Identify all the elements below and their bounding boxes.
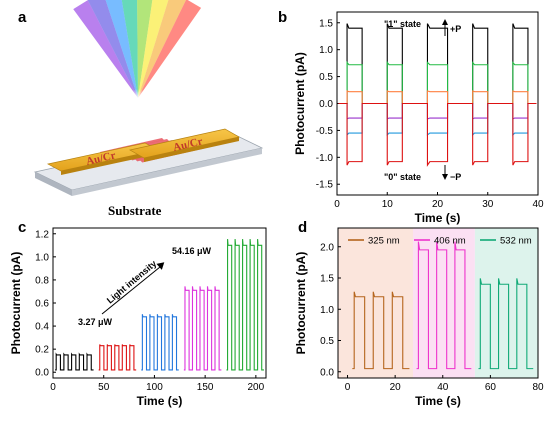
substrate-side-left	[35, 172, 72, 196]
panel-b-arrow-up-head	[442, 19, 448, 25]
panel-c-chart: c 0 50 100 150 200 0.0 0.2 0.4 0.6 0.8 1.0 1.2 Time …	[9, 219, 267, 408]
panel-b-xtick-label: 0	[334, 199, 340, 210]
panel-d-xtick-label: 60	[485, 382, 497, 393]
panel-c-ytick-label: 1.0	[35, 252, 49, 263]
panel-a-label: a	[18, 9, 27, 26]
light-spot	[124, 89, 152, 107]
panel-c-xtick-label: 0	[50, 382, 56, 393]
panel-b-series-line-2	[338, 90, 537, 105]
panel-d-label: d	[298, 219, 307, 236]
panel-b-ytick-label: 0.5	[319, 72, 333, 83]
panel-c-ytick-label: 0.0	[35, 368, 49, 379]
panel-c-ytick-label: 0.4	[35, 322, 49, 333]
panel-c-intensity-arrow-head	[156, 262, 165, 270]
panel-d-ytick-label: 1.5	[320, 274, 334, 285]
panel-c-ytick-label: 0.2	[35, 345, 49, 356]
panel-d-ytick-label: 2.0	[320, 242, 334, 253]
panel-b-ytick-label: 1.5	[319, 18, 333, 29]
light-beam-band	[87, 0, 138, 98]
panel-b-ytick-label: -1.0	[316, 153, 334, 164]
panel-c-xlabel: Time (s)	[137, 394, 183, 408]
panel-b-series-line-3	[338, 102, 537, 120]
panel-d-ytick-label: 0.0	[320, 367, 334, 378]
electrode-right-side	[144, 137, 239, 162]
light-beam-icon	[73, 0, 202, 107]
panel-d-ytick-label: 0.5	[320, 336, 334, 347]
panel-d-xtick-label: 40	[437, 382, 449, 393]
panel-b-arrow-down-head	[442, 174, 448, 180]
panel-b-series-line-0	[338, 23, 537, 105]
panel-c-ytick-label: 0.6	[35, 299, 49, 310]
panel-b-xtick-label: 20	[432, 199, 444, 210]
panel-b-state-one: "1" state	[384, 19, 421, 29]
panel-b-series-line-1	[338, 60, 537, 105]
panel-c-xtick-label: 150	[197, 382, 214, 393]
panel-d-ylabel: Photocurrent (pA)	[294, 252, 308, 355]
light-beam-band	[121, 0, 138, 98]
panel-d-legend-label-0: 325 nm	[368, 236, 400, 247]
panel-c-ytick-label: 0.8	[35, 275, 49, 286]
panel-c-ylabel: Photocurrent (pA)	[9, 252, 23, 355]
panel-b-ytick-label: 1.0	[319, 45, 333, 56]
panel-d-chart: d 0 20 40 60 80 0.0 0.5 1.0 1.5 2.0 Time (s) Photoc…	[294, 219, 544, 408]
light-beam-band	[137, 0, 153, 98]
panel-d-series-line-1	[416, 241, 472, 370]
light-beam-band	[138, 0, 202, 98]
panel-b-xtick-label: 10	[382, 199, 394, 210]
panel-d-legend-label-2: 532 nm	[500, 236, 532, 247]
panel-b-xtick-label: 30	[482, 199, 494, 210]
panel-d-xlabel: Time (s)	[415, 394, 461, 408]
panel-c-high-power: 54.16 μW	[172, 246, 212, 256]
panel-c-arrow-label: Light intensity	[105, 258, 159, 305]
panel-c-segment-line-2	[141, 314, 179, 371]
panel-c-segment-line-1	[98, 344, 137, 371]
panel-d-legend-label-1: 406 nm	[434, 236, 466, 247]
panel-d-series-line-0	[352, 291, 410, 370]
panel-c-ytick-label: 1.2	[35, 229, 49, 240]
panel-b-ytick-label: 0.0	[319, 99, 333, 110]
light-beam-band	[105, 0, 138, 98]
panel-c-segment-line-3	[183, 286, 222, 371]
panel-d-ytick-label: 1.0	[320, 305, 334, 316]
panel-b-chart: b 0 10 20 30 40 -1.5 -1.0 -0.5 0.0 0.5 1.0 1.5 Time …	[278, 9, 544, 225]
panel-b-ylabel: Photocurrent (pA)	[293, 52, 307, 155]
panel-c-segment-line-4	[226, 239, 264, 371]
panel-c-xtick-label: 50	[98, 382, 110, 393]
panel-d-bg-band-0	[338, 228, 413, 378]
panel-d-xtick-label: 20	[390, 382, 402, 393]
electrode-left-side	[61, 150, 158, 175]
substrate-label: Substrate	[108, 203, 162, 218]
light-beam-band	[73, 0, 138, 98]
panel-b-minus-p: −P	[450, 172, 461, 182]
panel-b-label: b	[278, 9, 287, 26]
substrate-side-front	[72, 148, 262, 196]
panel-b-series-line-4	[338, 102, 537, 137]
panel-b-xtick-label: 40	[532, 199, 544, 210]
panel-d-bg-band-2	[474, 228, 538, 378]
light-beam-band	[138, 0, 169, 98]
panel-c-low-power: 3.27 μW	[78, 317, 113, 327]
panel-c-xtick-label: 100	[146, 382, 163, 393]
panel-d-xtick-label: 0	[345, 382, 351, 393]
panel-b-xlabel: Time (s)	[415, 211, 461, 225]
panel-c-frame	[52, 227, 267, 379]
panel-d-xtick-label: 80	[532, 382, 544, 393]
panel-a-device-schematic: a Au/Cr Au/Cr Substrate	[18, 0, 264, 218]
panel-b-series-line-5	[338, 102, 537, 167]
panel-d-bg-band-1	[413, 228, 475, 378]
panel-c-label: c	[18, 219, 26, 236]
panel-b-ytick-label: -1.5	[316, 180, 334, 191]
panel-b-plus-p: +P	[450, 24, 461, 34]
panel-d-series-line-2	[478, 278, 534, 370]
panel-c-xtick-label: 200	[248, 382, 265, 393]
panel-b-ytick-label: -0.5	[316, 126, 334, 137]
panel-c-intensity-arrow	[101, 266, 161, 315]
panel-b-state-zero: "0" state	[384, 172, 421, 182]
panel-d-frame	[337, 227, 539, 379]
panel-c-segment-line-0	[55, 352, 94, 371]
